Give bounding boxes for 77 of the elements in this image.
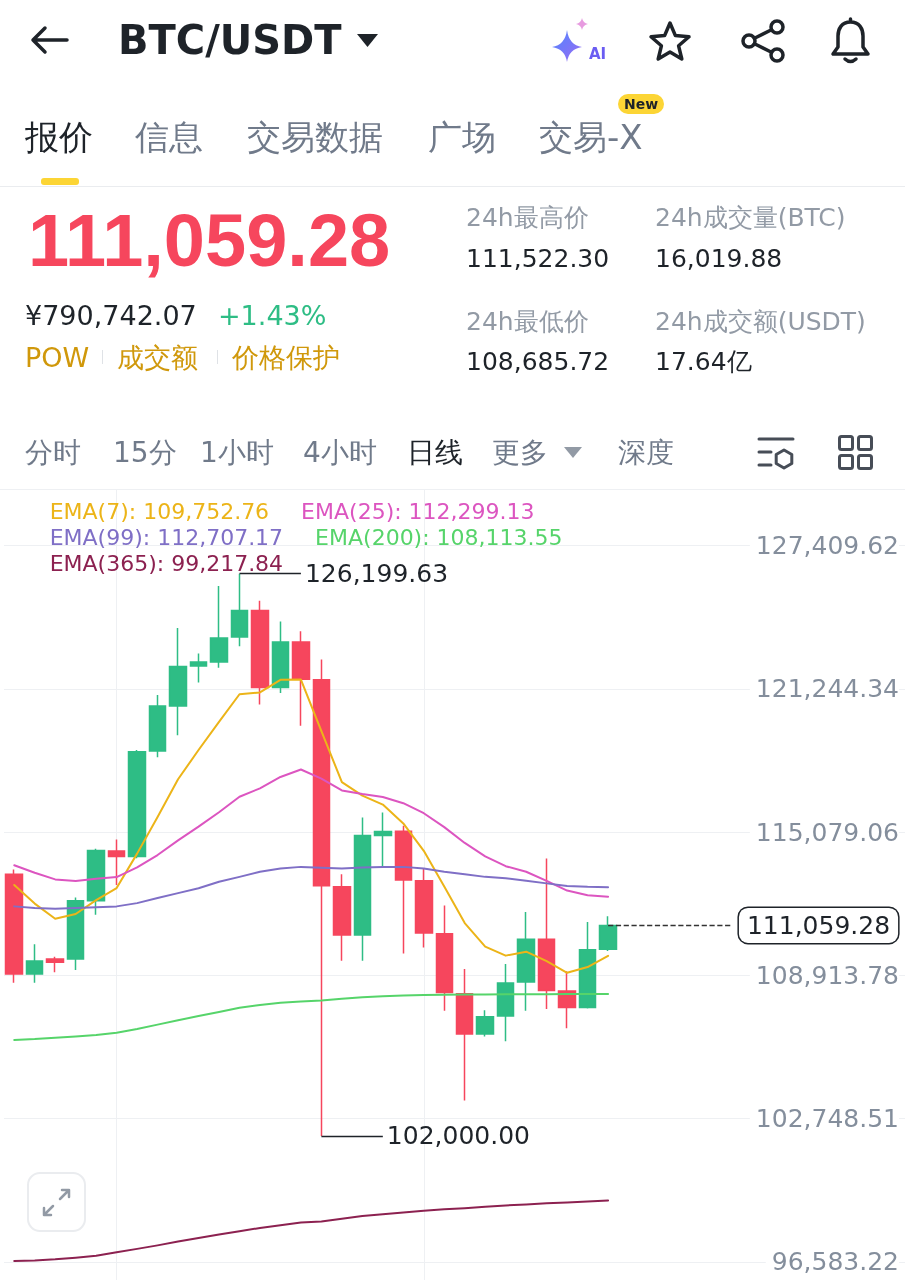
line-series — [13, 678, 610, 974]
text: 24h最低价 — [466, 306, 589, 336]
candlestick — [66, 896, 85, 971]
text: 108,685.72 — [466, 346, 610, 376]
candlestick — [414, 867, 434, 949]
candlestick — [598, 915, 618, 952]
candlestick — [250, 600, 270, 706]
candlestick — [353, 816, 372, 962]
candlestick — [271, 620, 290, 694]
y-tick-label: 121,244.34 — [755, 674, 899, 704]
line-series — [13, 865, 610, 910]
candlestick — [209, 585, 229, 669]
candlestick — [127, 749, 147, 860]
text: 报价 — [25, 117, 93, 157]
y-tick-label: 115,079.06 — [755, 817, 899, 847]
y-tick-label: 102,748.51 — [755, 1104, 899, 1134]
candlestick — [168, 627, 188, 736]
text: 价格保护 — [232, 341, 340, 373]
line-series — [13, 768, 610, 898]
candlestick — [25, 943, 44, 984]
text: 深度 — [618, 436, 674, 469]
candlestick — [230, 572, 249, 647]
text: 17.64亿 — [655, 346, 752, 376]
y-tick-label: 96,583.22 — [771, 1247, 899, 1277]
candlestick — [537, 857, 556, 1010]
candlestick — [291, 630, 311, 727]
text: 4小时 — [303, 436, 377, 469]
candlestick — [435, 904, 454, 1012]
line-series — [13, 1199, 610, 1262]
candlestick — [578, 921, 597, 1010]
candlestick — [475, 1009, 495, 1038]
text: 更多 — [492, 436, 548, 469]
candlestick — [455, 968, 474, 1102]
candlestick — [373, 811, 393, 868]
text: 交易数据 — [247, 117, 383, 157]
text: 15分 — [113, 436, 177, 469]
text: 24h成交量(BTC) — [655, 202, 846, 232]
line-series — [13, 992, 610, 1041]
text: 交易-X — [539, 117, 643, 157]
text: EMA(99): 112,707.17 — [49, 524, 284, 550]
text: 111,522.30 — [466, 243, 610, 273]
text: 信息 — [135, 117, 203, 157]
text: EMA(7): 109,752.76 — [49, 498, 270, 524]
candlestick — [4, 868, 24, 984]
candlestick — [496, 963, 515, 1043]
text: POW — [25, 341, 90, 373]
ref-line-label: 111,059.28 — [746, 910, 891, 940]
candlestick — [148, 694, 167, 758]
candlestick — [86, 848, 106, 916]
annotation: 126,199.63 — [304, 559, 449, 589]
candlestick — [332, 873, 352, 962]
text: 分时 — [25, 436, 81, 469]
text: 24h最高价 — [466, 202, 589, 232]
y-tick-label: 108,913.78 — [755, 960, 899, 990]
text: 广场 — [428, 117, 496, 157]
text: AI — [589, 44, 607, 63]
candlestick — [107, 838, 126, 886]
candlestick — [516, 911, 536, 1012]
text: 1小时 — [200, 436, 274, 469]
candlestick — [394, 825, 413, 955]
text: EMA(200): 108,113.55 — [315, 524, 563, 550]
y-tick-label: 127,409.62 — [755, 531, 899, 561]
candlestick — [45, 956, 65, 973]
text: New — [618, 94, 665, 114]
text: EMA(365): 99,217.84 — [49, 550, 284, 576]
chart-title: BTC/USDT — [118, 17, 342, 63]
annotation: 102,000.00 — [386, 1121, 530, 1151]
candlestick — [189, 652, 208, 684]
text: 16,019.88 — [655, 243, 783, 273]
text: 成交额 — [117, 341, 198, 373]
text: 24h成交额(USDT) — [655, 306, 866, 336]
text: EMA(25): 112,299.13 — [301, 498, 535, 524]
text: +1.43% — [218, 299, 327, 331]
text: 111,059.28 — [28, 199, 391, 282]
candlestick — [312, 658, 331, 1137]
text: ¥790,742.07 — [25, 299, 197, 331]
text: 日线 — [407, 436, 463, 469]
